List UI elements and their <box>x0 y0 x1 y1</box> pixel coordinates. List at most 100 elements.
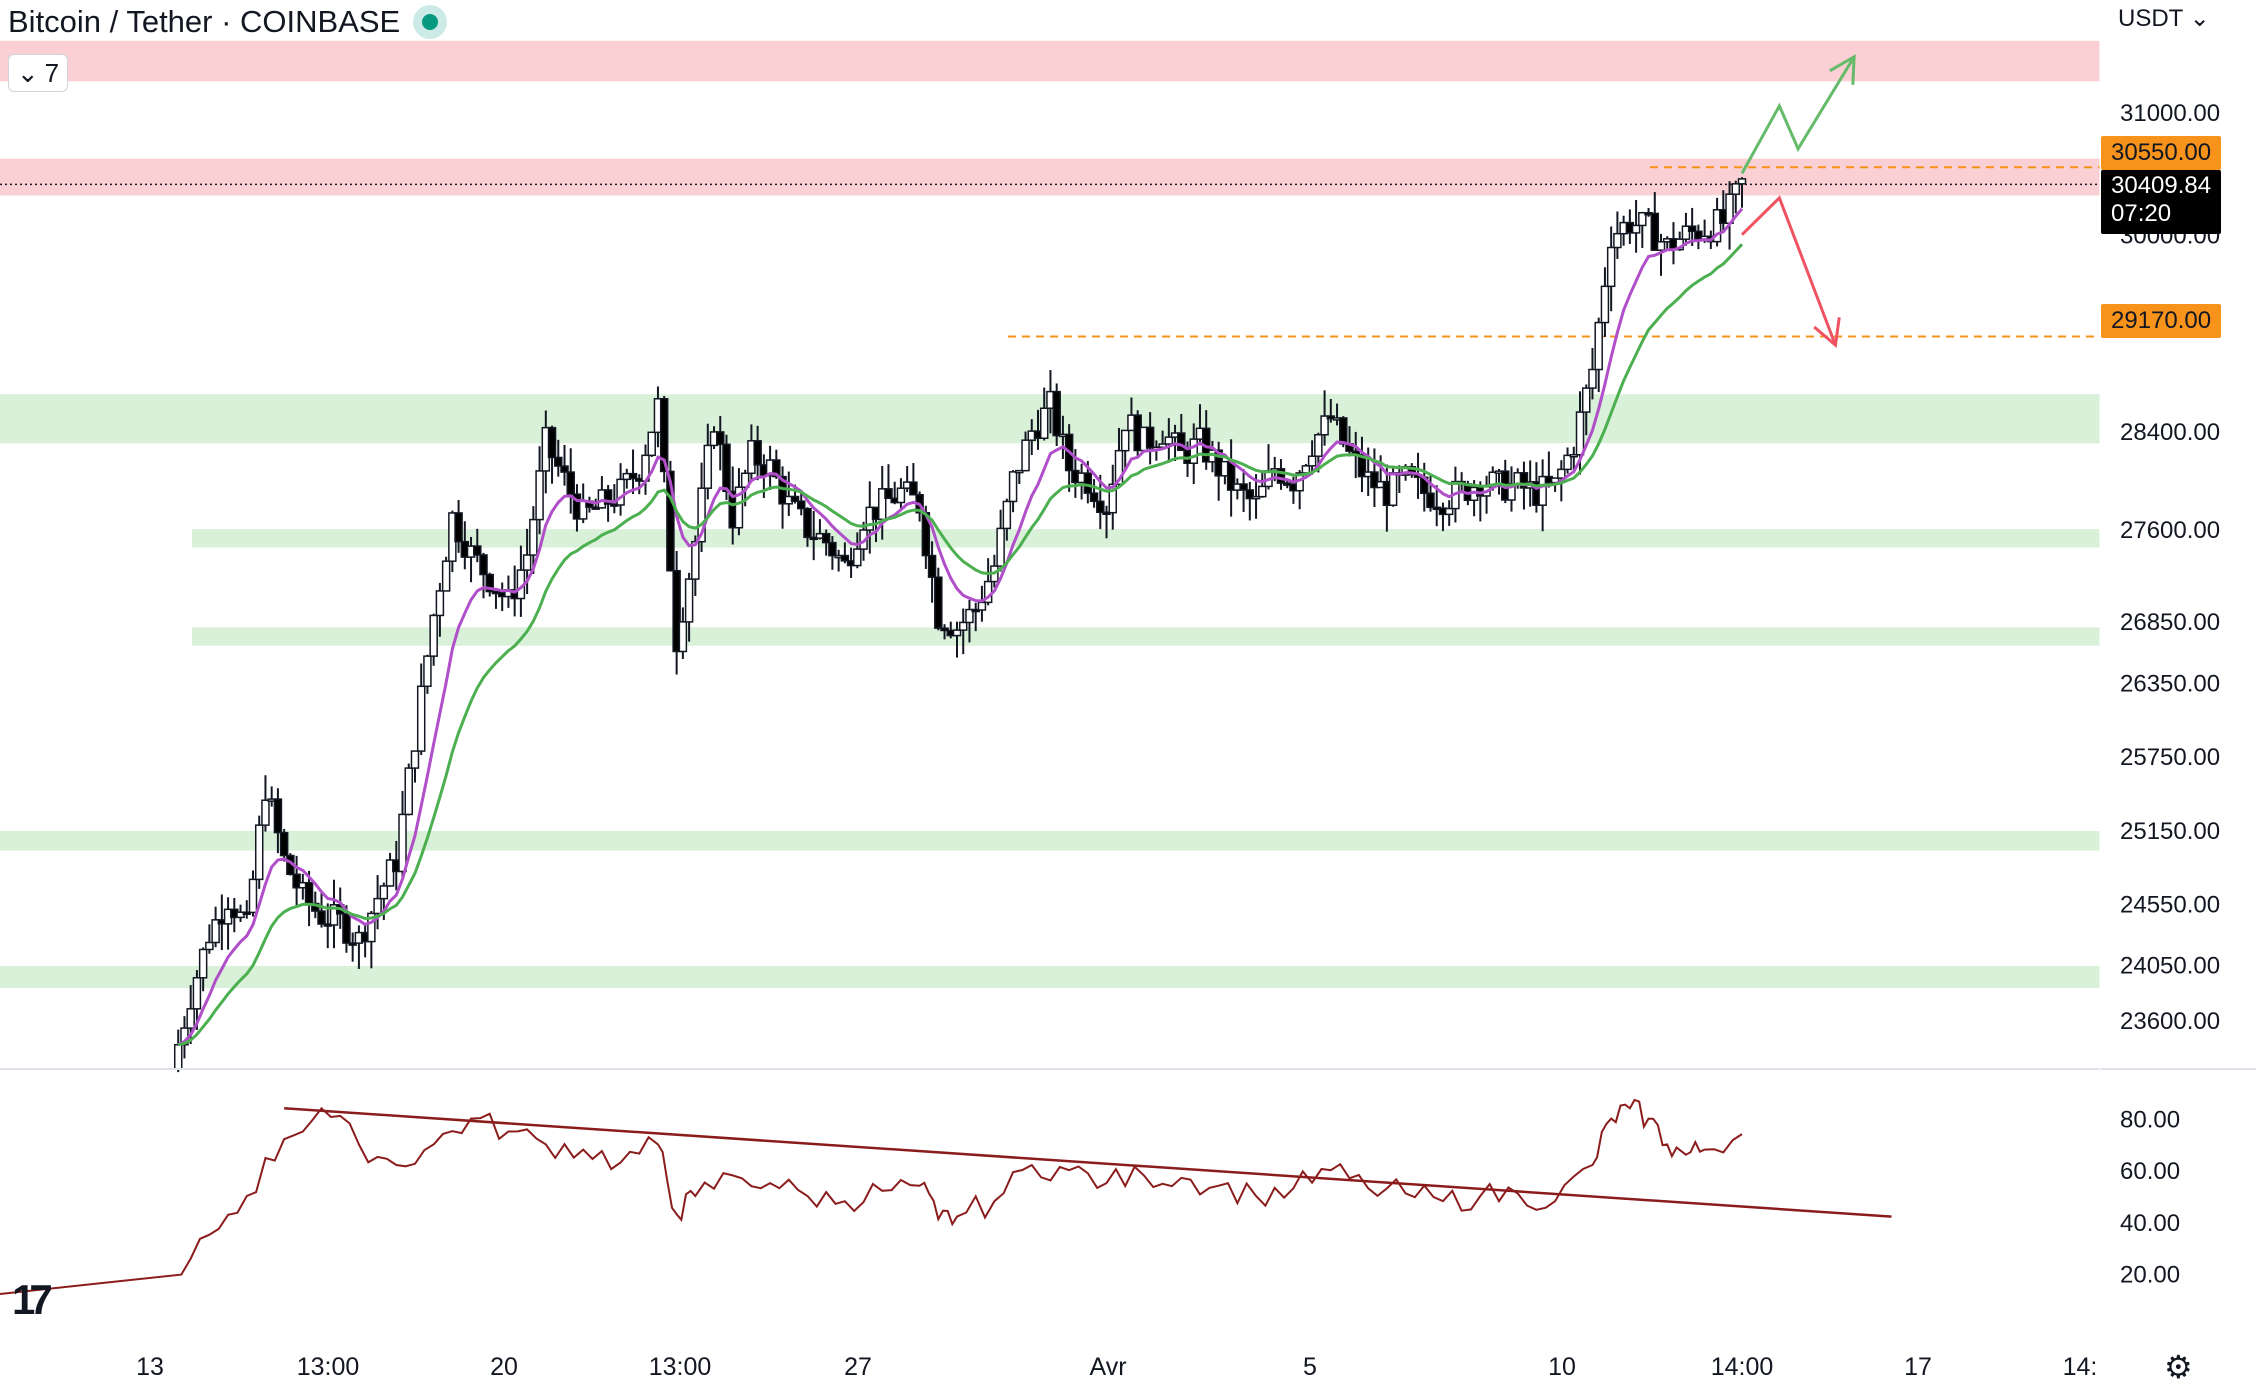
rsi-trendline <box>284 1107 1892 1218</box>
candle-body <box>853 548 862 567</box>
settings-gear-icon[interactable]: ⚙ <box>2164 1349 2193 1385</box>
candle-body <box>1426 492 1435 509</box>
candle-body <box>1370 471 1379 489</box>
candle-body <box>840 554 850 562</box>
time-tick-label: 5 <box>1303 1353 1317 1381</box>
candle-body <box>1021 439 1030 472</box>
candle-body <box>279 831 289 857</box>
price-axis[interactable]: 31000.0030000.0028400.0027600.0026850.00… <box>2120 100 2220 1035</box>
candle-body <box>485 573 494 593</box>
ema-layer <box>177 207 1744 1047</box>
resistance-price-tag: 30550.00 <box>2101 136 2222 170</box>
candle-body <box>410 750 420 769</box>
candle-body <box>1737 178 1747 185</box>
candle-body <box>404 767 413 816</box>
forecast-layer <box>1740 54 1856 349</box>
indicators-toggle[interactable]: ⌄ 7 <box>8 54 68 92</box>
ema-slow-line <box>177 243 1744 1047</box>
support-zone <box>0 830 2100 851</box>
candle-body <box>1538 475 1547 506</box>
symbol-header[interactable]: Bitcoin / Tether · COINBASE <box>8 4 439 40</box>
candle-body <box>1581 387 1591 413</box>
candle-body <box>1096 500 1105 514</box>
candle-body <box>1519 472 1529 489</box>
candle-body <box>1039 407 1049 439</box>
candle-body <box>884 488 893 500</box>
rsi-tick-label: 20.00 <box>2120 1261 2180 1288</box>
rsi-layer <box>0 1098 1892 1295</box>
candles-layer <box>173 177 1747 1073</box>
candle-body <box>1164 436 1174 445</box>
candle-body <box>703 444 713 489</box>
candle-body <box>1301 465 1311 474</box>
candle-body <box>1407 465 1417 476</box>
symbol-title[interactable]: Bitcoin / Tether · COINBASE <box>8 4 401 39</box>
candle-body <box>192 977 202 1010</box>
candle-body <box>722 443 731 493</box>
rsi-axis: 80.00 60.00 40.00 20.00 <box>2120 1107 2180 1289</box>
level-layer <box>0 166 2100 338</box>
candle-body <box>1314 434 1323 457</box>
candle-body <box>796 500 806 510</box>
candle-body <box>753 440 762 466</box>
last-price: 30409.84 <box>2111 172 2212 199</box>
rsi-tick-label: 60.00 <box>2120 1158 2180 1185</box>
resistance-zone <box>0 158 2100 196</box>
candle-body <box>1108 483 1118 514</box>
candle-body <box>1258 485 1267 498</box>
candle-body <box>211 919 220 944</box>
candle-body <box>248 878 258 914</box>
candle-body <box>560 465 569 473</box>
currency-label: USDT <box>2118 5 2183 32</box>
tradingview-logo-icon[interactable]: 17 <box>12 1276 53 1323</box>
candle-body <box>554 456 563 467</box>
bar-countdown: 07:20 <box>2111 200 2172 227</box>
time-tick-label: 13:00 <box>297 1353 360 1381</box>
candle-body <box>473 545 482 556</box>
candle-body <box>1600 285 1610 324</box>
candle-body <box>896 487 906 504</box>
candle-body <box>616 478 625 506</box>
candle-body <box>678 621 688 653</box>
time-tick-label: 17 <box>1904 1353 1932 1381</box>
price-tick-label: 26850.00 <box>2120 609 2220 636</box>
candle-body <box>996 527 1005 567</box>
candle-body <box>342 913 351 944</box>
candle-body <box>1650 212 1660 251</box>
candle-body <box>790 495 800 502</box>
currency-select[interactable]: USDT ⌄ <box>2118 4 2210 33</box>
candle-body <box>1145 426 1155 449</box>
ema-fast-line <box>177 207 1744 1047</box>
candle-body <box>684 578 694 623</box>
candle-body <box>423 655 432 688</box>
price-tick-label: 25750.00 <box>2120 744 2220 771</box>
candle-body <box>186 1008 195 1029</box>
price-tick-label: 23600.00 <box>2120 1008 2220 1035</box>
candle-body <box>1239 483 1248 491</box>
candle-body <box>547 426 557 459</box>
time-tick-label: 14:00 <box>1711 1353 1774 1381</box>
candle-body <box>628 472 638 480</box>
candle-body <box>522 554 532 571</box>
candle-body <box>1245 489 1255 500</box>
candle-body <box>1631 224 1641 234</box>
candle-body <box>348 942 357 946</box>
time-axis[interactable]: 13 13:00 20 13:00 27 Avr 5 10 14:00 17 14: <box>136 1353 2097 1381</box>
time-tick-label: 14: <box>2063 1353 2098 1381</box>
indicator-count: 7 <box>44 57 60 88</box>
candle-body <box>603 489 613 505</box>
time-tick-label: 13:00 <box>649 1353 712 1381</box>
candle-body <box>977 601 987 611</box>
candle-body <box>1563 454 1572 471</box>
candle-body <box>740 472 750 488</box>
rsi-tick-label: 40.00 <box>2120 1210 2180 1237</box>
candle-body <box>254 824 264 881</box>
last-price-tag: 30409.84 07:20 <box>2101 170 2222 234</box>
candle-body <box>909 481 918 496</box>
candle-body <box>952 629 962 637</box>
candle-body <box>672 569 681 653</box>
support-zone <box>192 627 2100 646</box>
candle-body <box>1008 471 1018 503</box>
candle-body <box>367 912 376 943</box>
